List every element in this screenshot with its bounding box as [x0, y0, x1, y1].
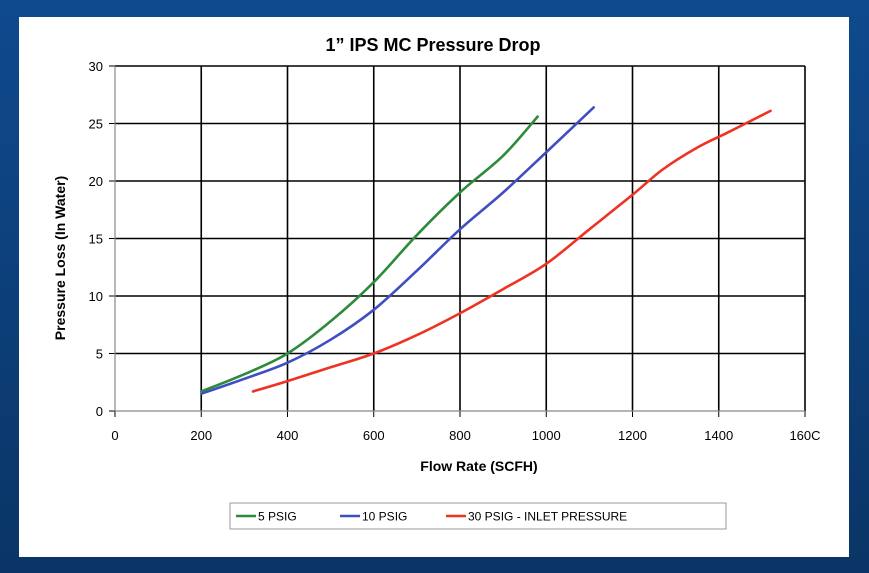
x-tick-label: 1400 — [704, 428, 733, 443]
y-tick-label: 25 — [89, 117, 103, 132]
x-tick-label: 800 — [449, 428, 471, 443]
axes — [109, 65, 806, 417]
y-axis-label: Pressure Loss (In Water) — [52, 176, 68, 340]
y-tick-label: 10 — [89, 289, 103, 304]
y-tick-label: 0 — [96, 404, 103, 419]
series-line-1 — [199, 115, 539, 393]
series-line-2 — [199, 106, 595, 396]
chart-title: 1” IPS MC Pressure Drop — [325, 35, 540, 55]
x-tick-label: 1200 — [618, 428, 647, 443]
legend-label-3: 30 PSIG - INLET PRESSURE — [468, 510, 627, 524]
y-tick-label: 5 — [96, 347, 103, 362]
x-axis-label: Flow Rate (SCFH) — [420, 458, 537, 474]
tick-labels: 0 5 10 15 20 25 30 0 200 400 600 800 1000 1200 1400 160… — [89, 59, 821, 443]
y-tick-label: 20 — [89, 174, 103, 189]
x-tick-label: 600 — [363, 428, 385, 443]
legend: 5 PSIG 10 PSIG 30 PSIG - INLET PRESSURE — [229, 502, 727, 530]
chart-panel: 1” IPS MC Pressure Drop 0 5 10 15 20 25 30 0 200… — [19, 17, 849, 557]
x-tick-label: 200 — [190, 428, 212, 443]
legend-label-1: 5 PSIG — [258, 510, 297, 524]
x-tick-label: 0 — [111, 428, 118, 443]
series-line-3 — [251, 109, 772, 393]
pressure-drop-chart: 1” IPS MC Pressure Drop 0 5 10 15 20 25 30 0 200… — [52, 35, 821, 530]
legend-label-2: 10 PSIG — [362, 510, 407, 524]
y-tick-label: 15 — [89, 232, 103, 247]
x-tick-label: 1000 — [532, 428, 561, 443]
grid — [115, 65, 806, 411]
series-lines — [199, 106, 772, 396]
y-tick-label: 30 — [89, 59, 103, 74]
legend-box — [229, 502, 727, 530]
x-tick-label: 400 — [277, 428, 299, 443]
x-tick-label: 160C — [789, 428, 820, 443]
